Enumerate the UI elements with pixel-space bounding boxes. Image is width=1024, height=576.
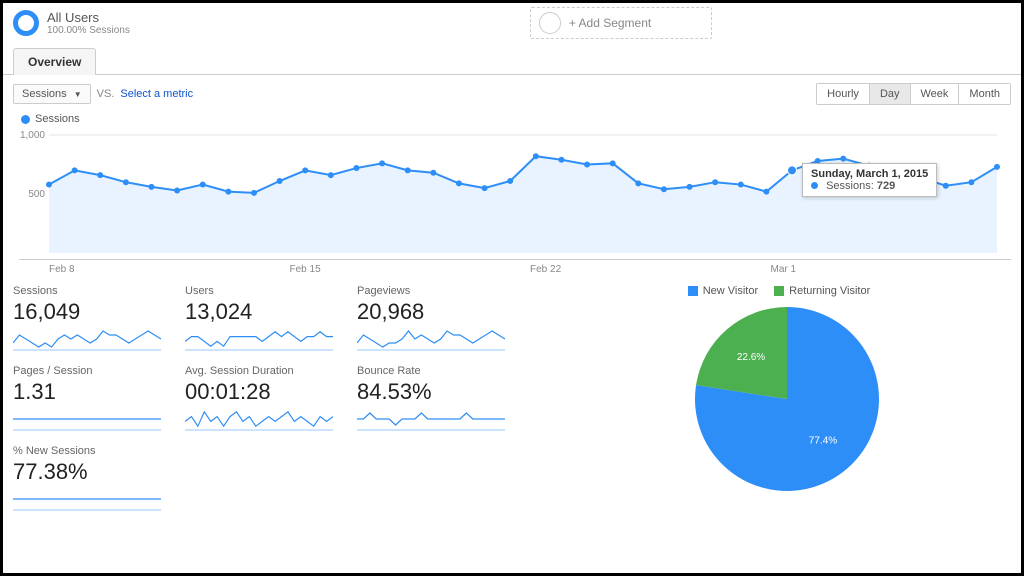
select-metric-link[interactable]: Select a metric bbox=[120, 88, 193, 100]
svg-text:1,000: 1,000 bbox=[20, 130, 45, 141]
tabs-bar: Overview bbox=[3, 47, 1021, 75]
metric-value: 1.31 bbox=[13, 379, 173, 405]
metric-value: 84.53% bbox=[357, 379, 517, 405]
legend-swatch-icon bbox=[688, 286, 698, 296]
time-granularity-group: HourlyDayWeekMonth bbox=[816, 83, 1011, 105]
metric-dropdown[interactable]: Sessions ▼ bbox=[13, 84, 91, 104]
chevron-down-icon: ▼ bbox=[74, 90, 82, 99]
segment-all-users[interactable]: All Users 100.00% Sessions bbox=[13, 10, 130, 36]
metric-value: 77.38% bbox=[13, 459, 173, 485]
metric-value: 16,049 bbox=[13, 299, 173, 325]
sparkline bbox=[13, 407, 161, 431]
sparkline bbox=[185, 327, 333, 351]
pie-legend: New Visitor Returning Visitor bbox=[563, 285, 1011, 297]
tooltip-metric-label: Sessions: bbox=[826, 180, 874, 192]
chart-tooltip: Sunday, March 1, 2015 Sessions: 729 bbox=[802, 163, 937, 197]
legend-item: New Visitor bbox=[688, 285, 758, 297]
sparkline bbox=[13, 327, 161, 351]
svg-text:77.4%: 77.4% bbox=[809, 436, 837, 447]
segment-subtitle: 100.00% Sessions bbox=[47, 25, 130, 36]
segment-indicator-icon bbox=[13, 10, 39, 36]
series-name: Sessions bbox=[35, 113, 80, 125]
add-segment-label: + Add Segment bbox=[569, 16, 651, 30]
visitor-pie-chart: 77.4% 22.6% bbox=[691, 303, 883, 495]
x-tick-label: Feb 22 bbox=[530, 264, 771, 275]
sparkline bbox=[357, 407, 505, 431]
metric-label: Avg. Session Duration bbox=[185, 365, 345, 377]
sparkline bbox=[185, 407, 333, 431]
metric-card[interactable]: Sessions 16,049 bbox=[13, 285, 173, 351]
metric-value: 13,024 bbox=[185, 299, 345, 325]
metric-label: % New Sessions bbox=[13, 445, 173, 457]
svg-text:500: 500 bbox=[28, 189, 45, 200]
metric-label: Bounce Rate bbox=[357, 365, 517, 377]
metric-label: Pages / Session bbox=[13, 365, 173, 377]
segment-title: All Users bbox=[47, 10, 130, 25]
metric-card[interactable]: Bounce Rate 84.53% bbox=[357, 365, 517, 431]
tab-overview[interactable]: Overview bbox=[13, 48, 96, 75]
series-dot-icon bbox=[21, 115, 30, 124]
vs-label: VS. bbox=[97, 88, 115, 100]
time-hourly-button[interactable]: Hourly bbox=[817, 84, 869, 104]
add-segment-button[interactable]: + Add Segment bbox=[530, 7, 712, 39]
time-month-button[interactable]: Month bbox=[958, 84, 1010, 104]
metric-label: Users bbox=[185, 285, 345, 297]
metric-card[interactable]: Pages / Session 1.31 bbox=[13, 365, 173, 431]
metric-card[interactable]: % New Sessions 77.38% bbox=[13, 445, 173, 511]
metric-card[interactable]: Users 13,024 bbox=[185, 285, 345, 351]
x-axis-labels: Feb 8Feb 15Feb 22Mar 1 bbox=[19, 259, 1011, 275]
legend-swatch-icon bbox=[774, 286, 784, 296]
sparkline bbox=[357, 327, 505, 351]
x-tick-label: Mar 1 bbox=[771, 264, 1012, 275]
svg-text:22.6%: 22.6% bbox=[737, 352, 765, 363]
metric-label: Sessions bbox=[13, 285, 173, 297]
metric-card[interactable]: Pageviews 20,968 bbox=[357, 285, 517, 351]
metric-value: 20,968 bbox=[357, 299, 517, 325]
time-week-button[interactable]: Week bbox=[910, 84, 959, 104]
metrics-grid: Sessions 16,049 Users 13,024 Pageviews 2… bbox=[13, 285, 533, 525]
time-day-button[interactable]: Day bbox=[869, 84, 910, 104]
legend-label: Returning Visitor bbox=[789, 285, 870, 297]
legend-label: New Visitor bbox=[703, 285, 758, 297]
sparkline bbox=[13, 487, 161, 511]
metric-dropdown-label: Sessions bbox=[22, 88, 67, 100]
plus-circle-icon bbox=[539, 12, 561, 34]
x-tick-label: Feb 15 bbox=[290, 264, 531, 275]
metric-card[interactable]: Avg. Session Duration 00:01:28 bbox=[185, 365, 345, 431]
metric-value: 00:01:28 bbox=[185, 379, 345, 405]
tooltip-dot-icon bbox=[811, 182, 818, 189]
tooltip-metric-value: 729 bbox=[877, 180, 895, 192]
metric-label: Pageviews bbox=[357, 285, 517, 297]
tooltip-date: Sunday, March 1, 2015 bbox=[811, 168, 928, 180]
legend-item: Returning Visitor bbox=[774, 285, 870, 297]
x-tick-label: Feb 8 bbox=[19, 264, 290, 275]
